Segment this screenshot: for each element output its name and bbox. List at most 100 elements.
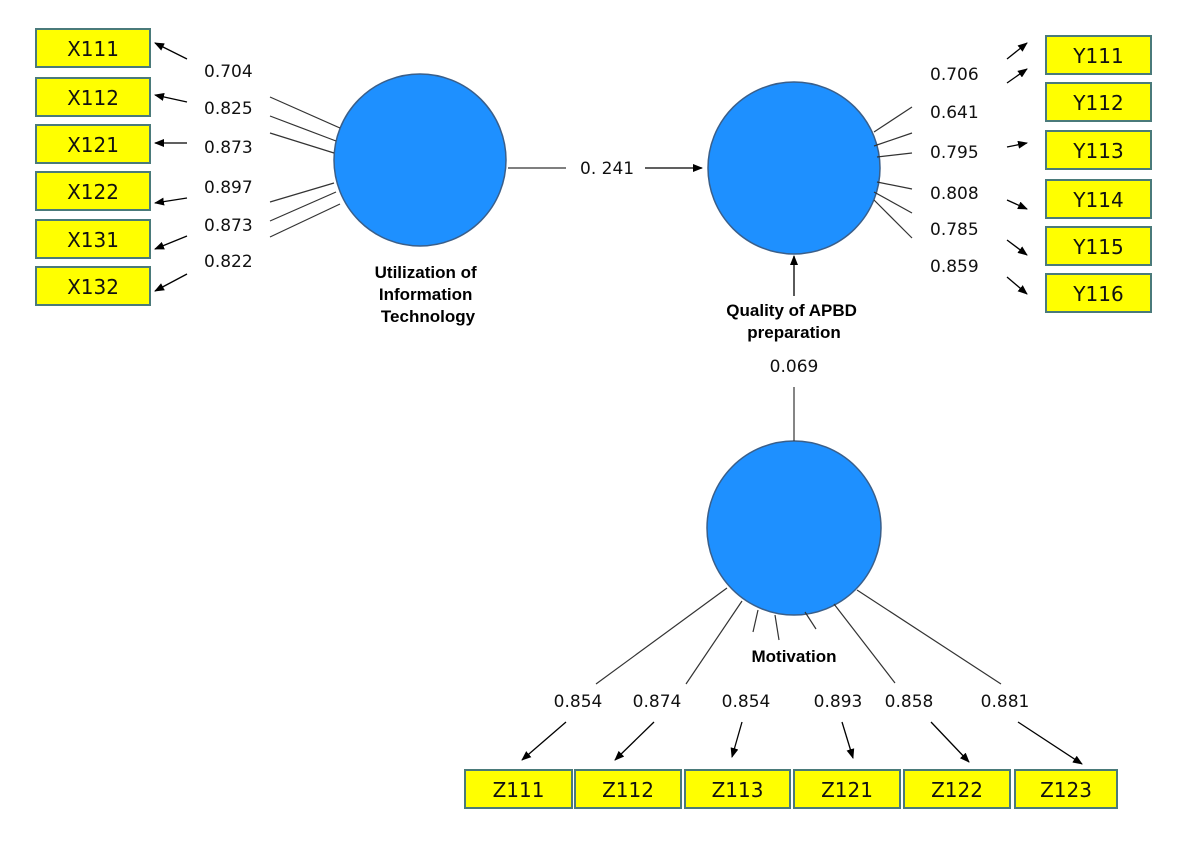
x-loading-x131: 0.873 — [204, 216, 253, 236]
z-indicator-box-z113 — [684, 769, 791, 809]
latent-motivation-label-line-1: Motivation — [752, 647, 837, 666]
latent-motivation-label: Motivation — [752, 647, 837, 666]
x-loading-x112: 0.825 — [204, 99, 253, 119]
y-indicator-label-y111: Y111 — [1072, 44, 1123, 68]
y-arrow-y115 — [1006, 239, 1028, 256]
y-indicator-box-y116 — [1045, 273, 1152, 313]
y-arrow-y111 — [1006, 42, 1028, 60]
latent-quality-label: Quality of APBD preparation — [726, 301, 861, 342]
z-indicator-label-z122: Z122 — [931, 778, 983, 802]
y-loading-line-1 — [873, 106, 913, 133]
z-loading-z123: 0.881 — [981, 692, 1030, 712]
z-arrow-z111 — [521, 721, 567, 761]
x-indicator-label-x121: X121 — [67, 133, 119, 157]
x-loading-line-4 — [269, 182, 335, 203]
z-loading-line-6 — [833, 603, 896, 684]
indicator-group-y: Y111 0.706 Y112 0.641 Y113 0.795 Y114 0.808 Y115… — [873, 35, 1152, 313]
path-motivation-to-quality-coef: 0.069 — [770, 357, 819, 377]
y-arrow-y112 — [1006, 68, 1028, 84]
x-loading-line-6 — [269, 203, 341, 238]
z-arrow-z122 — [930, 721, 970, 763]
x-loading-x122: 0.897 — [204, 178, 253, 198]
latent-motivation-circle — [706, 440, 882, 616]
x-loading-line-2 — [269, 115, 337, 142]
y-arrow-y116 — [1006, 276, 1028, 295]
z-indicator-label-z111: Z111 — [493, 778, 545, 802]
latent-quality-label-line-1: Quality of APBD — [726, 301, 857, 320]
latent-it-label-line-3: Technology — [381, 307, 476, 326]
y-indicator-label-y112: Y112 — [1072, 91, 1123, 115]
y-loading-y114: 0.808 — [930, 184, 979, 204]
z-indicator-box-z121 — [793, 769, 901, 809]
z-loading-z111: 0.854 — [554, 692, 603, 712]
x-indicator-label-x112: X112 — [67, 86, 119, 110]
x-arrow-x131 — [154, 235, 188, 250]
z-arrow-z121 — [841, 721, 855, 759]
x-loading-line-5 — [269, 191, 337, 222]
indicator-group-z: Z111 0.854 Z112 0.874 Z113 0.854 Z121 0.893 Z122… — [464, 587, 1118, 809]
y-loading-y115: 0.785 — [930, 220, 979, 240]
x-indicator-label-x111: X111 — [67, 37, 119, 61]
x-loading-line-1 — [269, 96, 341, 129]
z-indicator-box-z112 — [574, 769, 682, 809]
z-loading-z112: 0.874 — [633, 692, 682, 712]
x-indicator-box-x111 — [35, 28, 151, 68]
y-indicator-box-y112 — [1045, 82, 1152, 122]
y-loading-y113: 0.795 — [930, 143, 979, 163]
x-loading-line-3 — [269, 132, 335, 154]
y-loading-line-3 — [876, 152, 913, 158]
y-loading-line-4 — [876, 181, 913, 190]
y-indicator-box-y111 — [1045, 35, 1152, 75]
z-loading-line-7 — [856, 589, 1002, 685]
z-loading-line-1 — [595, 587, 728, 685]
y-loading-y112: 0.641 — [930, 103, 979, 123]
latent-quality-circle — [707, 81, 881, 255]
y-arrow-y114 — [1006, 199, 1028, 210]
path-it-to-quality-coef: 0. 241 — [580, 159, 634, 179]
x-indicator-box-x122 — [35, 171, 151, 211]
y-indicator-box-y114 — [1045, 179, 1152, 219]
z-indicator-label-z121: Z121 — [821, 778, 873, 802]
z-loading-z113: 0.854 — [722, 692, 771, 712]
latent-quality-label-line-2: preparation — [747, 323, 841, 342]
x-arrow-x122 — [154, 197, 188, 206]
y-loading-line-2 — [873, 132, 913, 147]
x-indicator-label-x132: X132 — [67, 275, 119, 299]
x-indicator-box-x121 — [35, 124, 151, 164]
z-indicator-label-z123: Z123 — [1040, 778, 1092, 802]
y-indicator-label-y115: Y115 — [1072, 235, 1123, 259]
z-loading-line-3 — [752, 609, 759, 633]
latent-it-circle — [333, 73, 507, 247]
y-indicator-box-y113 — [1045, 130, 1152, 170]
latent-it-label-line-1: Utilization of — [375, 263, 477, 282]
x-arrow-x111 — [154, 42, 188, 60]
latent-it-label: Utilization of Information Technology — [375, 263, 482, 326]
latent-it-label-line-2: Information — [379, 285, 473, 304]
x-indicator-label-x122: X122 — [67, 180, 119, 204]
y-loading-line-5 — [873, 191, 913, 214]
z-indicator-label-z112: Z112 — [602, 778, 654, 802]
x-indicator-box-x112 — [35, 77, 151, 117]
indicator-group-x: X111 0.704 X112 0.825 X121 0.873 X122 0.897 X131… — [35, 28, 341, 306]
z-indicator-label-z113: Z113 — [712, 778, 764, 802]
x-indicator-label-x131: X131 — [67, 228, 119, 252]
z-arrow-z112 — [614, 721, 655, 761]
y-loading-y116: 0.859 — [930, 257, 979, 277]
z-loading-line-2 — [685, 600, 743, 685]
x-loading-x111: 0.704 — [204, 62, 253, 82]
z-loading-line-4 — [774, 614, 780, 641]
z-arrow-z113 — [730, 721, 743, 758]
z-loading-z121: 0.893 — [814, 692, 863, 712]
y-loading-y111: 0.706 — [930, 65, 979, 85]
x-indicator-box-x132 — [35, 266, 151, 306]
x-indicator-box-x131 — [35, 219, 151, 259]
y-indicator-label-y116: Y116 — [1072, 282, 1123, 306]
y-loading-line-6 — [873, 199, 913, 239]
z-indicator-box-z122 — [903, 769, 1011, 809]
y-arrow-y113 — [1006, 140, 1028, 149]
z-arrow-z123 — [1017, 721, 1083, 765]
x-arrow-x112 — [154, 93, 188, 103]
z-loading-line-5 — [804, 611, 817, 630]
z-indicator-box-z111 — [464, 769, 573, 809]
